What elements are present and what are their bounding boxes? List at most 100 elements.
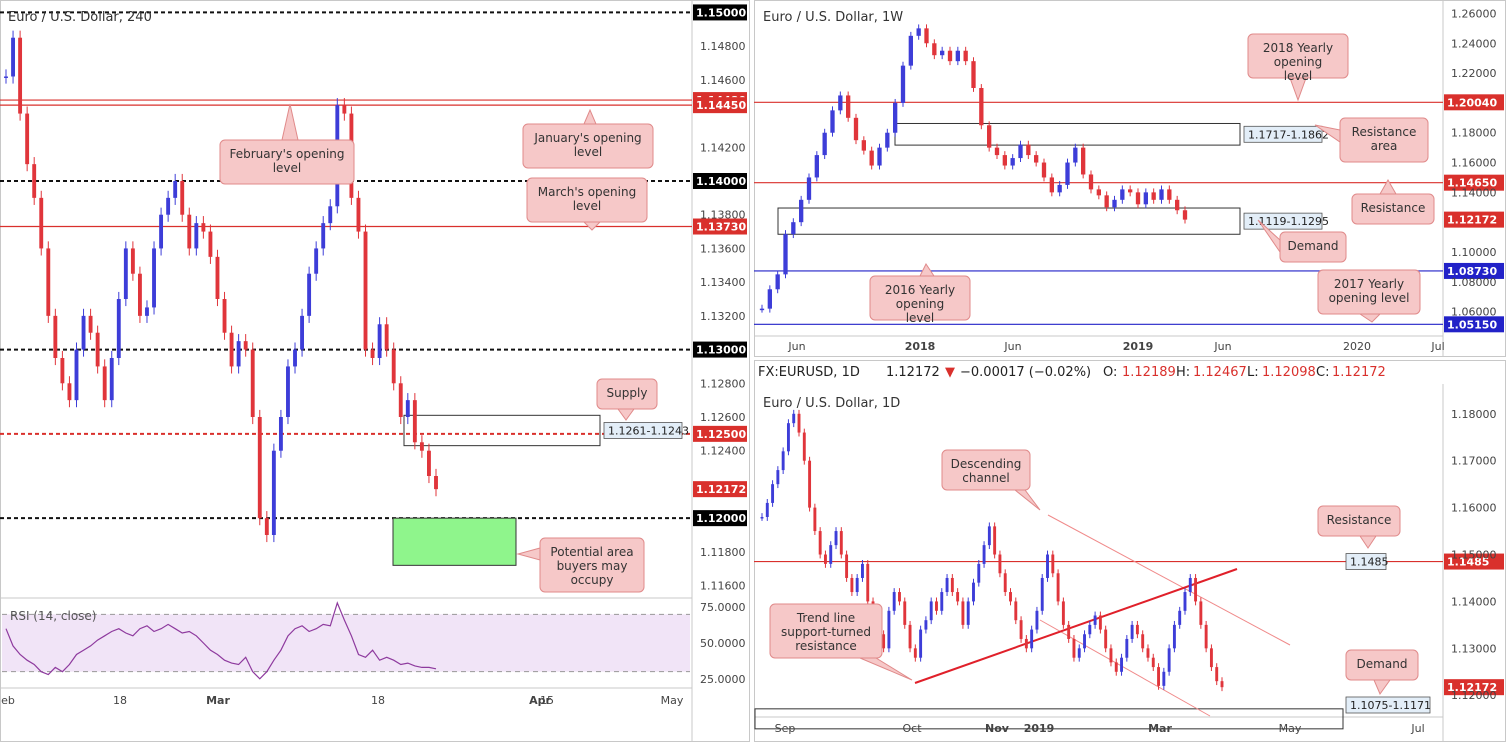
candle-body — [767, 289, 772, 309]
mar-open-callout-box — [526, 177, 648, 223]
info-low-label: L: — [1247, 365, 1259, 380]
candle-body — [963, 50, 968, 62]
candle-body — [434, 476, 438, 490]
candle-body — [850, 577, 854, 593]
supply-callout-box — [596, 378, 658, 410]
candle-body — [1151, 657, 1155, 668]
level-label-bg — [693, 97, 747, 114]
candle-body — [1112, 199, 1117, 208]
candle-body — [32, 164, 37, 198]
candle-body — [1040, 577, 1044, 611]
resistance-callout-text: Resistance — [1361, 201, 1426, 215]
candle-body — [994, 147, 1000, 156]
x-tick-label: Jun — [787, 340, 805, 353]
desc-channel-callout-text: channel — [962, 471, 1009, 485]
daily-yticks-tick: 1.16000 — [1451, 502, 1497, 515]
level-label-bg — [1444, 94, 1504, 111]
candle-body — [987, 125, 992, 148]
x-tick-label: 2019 — [1024, 722, 1055, 735]
x-tick-label: 2020 — [1343, 340, 1371, 353]
candle-body — [278, 417, 283, 451]
h4-y-axis: 1.14800 1.14600 1.14200 1.13800 1.13600 1.134… — [700, 40, 746, 592]
candle-body — [1146, 648, 1150, 658]
candle-body — [853, 117, 859, 141]
weekly-yticks-tick: 1.10000 — [1451, 246, 1497, 259]
candle-body — [846, 95, 851, 118]
candle-body — [1065, 162, 1070, 185]
yearly-2016-callout-text: 2016 Yearly — [885, 283, 955, 297]
level-label: 1.14650 — [1447, 177, 1497, 190]
resistance-zone — [894, 122, 1241, 146]
candle-body — [194, 223, 199, 249]
candle-body — [257, 417, 262, 519]
candle-body — [363, 231, 368, 350]
candle-body — [377, 324, 382, 358]
candle-body — [18, 37, 23, 114]
trendline-callout-text: support-turned — [781, 625, 871, 639]
daily-yticks-tick: 1.17000 — [1451, 455, 1497, 468]
weekly-yticks-tick: 1.22000 — [1451, 67, 1497, 80]
candle-body — [342, 105, 347, 114]
candle-body — [1051, 554, 1055, 574]
yearly-2018-callout-text: 2018 Yearly — [1263, 41, 1333, 55]
candle-body — [1141, 634, 1145, 649]
candle-body — [1188, 577, 1192, 593]
rsi-line — [5, 601, 437, 680]
x-tick-label: Mar — [1148, 722, 1172, 735]
h4-yticks-tick: 1.14800 — [700, 40, 746, 53]
daily-demand-callout-pointer — [1373, 679, 1391, 696]
candle-body — [1220, 681, 1224, 688]
daily-yticks-tick: 1.18000 — [1451, 408, 1497, 421]
x-tick-label: Jul — [1430, 340, 1444, 353]
candle-body — [1030, 629, 1034, 649]
candle-body — [783, 234, 788, 275]
daily-zones: 1.1075-1.1171 1.1485 — [754, 553, 1431, 730]
daily-yticks-tick: 1.12000 — [1451, 689, 1497, 702]
daily-info-bar: FX:EURUSD, 1D 1.12172 ▼ −0.00017 (−0.02%… — [758, 365, 1386, 380]
candle-body — [940, 592, 944, 611]
candle-body — [1098, 615, 1102, 630]
level-label-bg — [693, 4, 747, 21]
candle-body — [11, 37, 15, 77]
x-tick-label: May — [1279, 722, 1302, 735]
candle-body — [961, 601, 965, 625]
candle-body — [137, 273, 142, 316]
candle-body — [419, 442, 424, 451]
level-label-bg — [1444, 553, 1504, 570]
candle-body — [1178, 610, 1182, 625]
candle-body — [950, 577, 954, 593]
weekly-yticks-tick: 1.08000 — [1451, 276, 1497, 289]
jan-open-callout-text: level — [574, 145, 603, 159]
jan-open-callout-text: January's opening — [533, 131, 641, 145]
level-label: 1.05150 — [1447, 318, 1497, 331]
candle-body — [792, 413, 796, 424]
candle-body — [945, 577, 949, 593]
candle-body — [1215, 667, 1219, 682]
candle-body — [1143, 192, 1148, 205]
x-tick-label: 18 — [371, 694, 385, 707]
candle-body — [822, 132, 827, 156]
candle-body — [88, 315, 93, 333]
candle-body — [1104, 629, 1108, 649]
candle-body — [321, 223, 326, 249]
x-tick-label: 15 — [540, 694, 554, 707]
daily-resistance-callout-pointer — [1359, 535, 1377, 549]
candle-body — [882, 634, 886, 649]
candle-body — [765, 502, 769, 517]
candle-body — [405, 400, 410, 417]
daily-title: Euro / U.S. Dollar, 1D — [763, 396, 900, 411]
x-tick-label: Jul — [1410, 722, 1424, 735]
candle-body — [1172, 624, 1176, 649]
level-label-bg — [1444, 211, 1504, 228]
h4-yticks-tick: 1.11600 — [700, 580, 746, 593]
candle-body — [229, 332, 234, 367]
candle-body — [1128, 189, 1133, 193]
supply-zone-label: 1.1261-1.1243 — [608, 424, 689, 437]
daily-y-axis: 1.18000 1.17000 1.16000 1.15000 1.14000 1.130… — [1451, 408, 1497, 702]
buyers-callout-text: Potential area — [550, 545, 633, 559]
candle-body — [786, 423, 790, 452]
candle-body — [187, 214, 192, 249]
down-arrow-icon: ▼ — [945, 365, 955, 380]
x-tick-label: Apr — [529, 694, 551, 707]
